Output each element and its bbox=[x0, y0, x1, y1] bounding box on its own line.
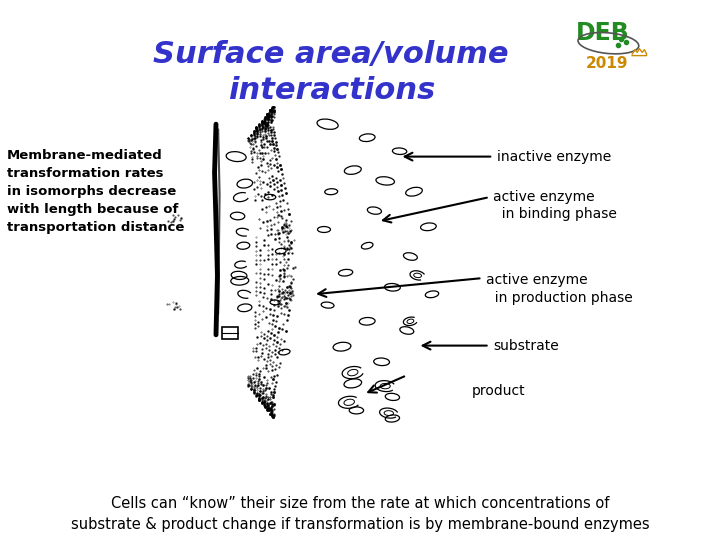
Text: substrate: substrate bbox=[493, 339, 559, 353]
Text: interactions: interactions bbox=[228, 76, 435, 105]
Text: Cells can “know” their size from the rate at which concentrations of
substrate &: Cells can “know” their size from the rat… bbox=[71, 496, 649, 532]
Text: active enzyme
  in production phase: active enzyme in production phase bbox=[486, 273, 633, 305]
Text: Surface area/volume: Surface area/volume bbox=[153, 39, 509, 69]
Text: Membrane-mediated
transformation rates
in isomorphs decrease
with length because: Membrane-mediated transformation rates i… bbox=[7, 149, 184, 234]
Text: 2019: 2019 bbox=[585, 56, 629, 71]
Text: active enzyme
  in binding phase: active enzyme in binding phase bbox=[493, 190, 617, 221]
Text: DEB: DEB bbox=[576, 22, 630, 45]
Text: inactive enzyme: inactive enzyme bbox=[497, 150, 611, 164]
Text: product: product bbox=[472, 384, 525, 399]
Bar bbox=[222, 327, 238, 339]
